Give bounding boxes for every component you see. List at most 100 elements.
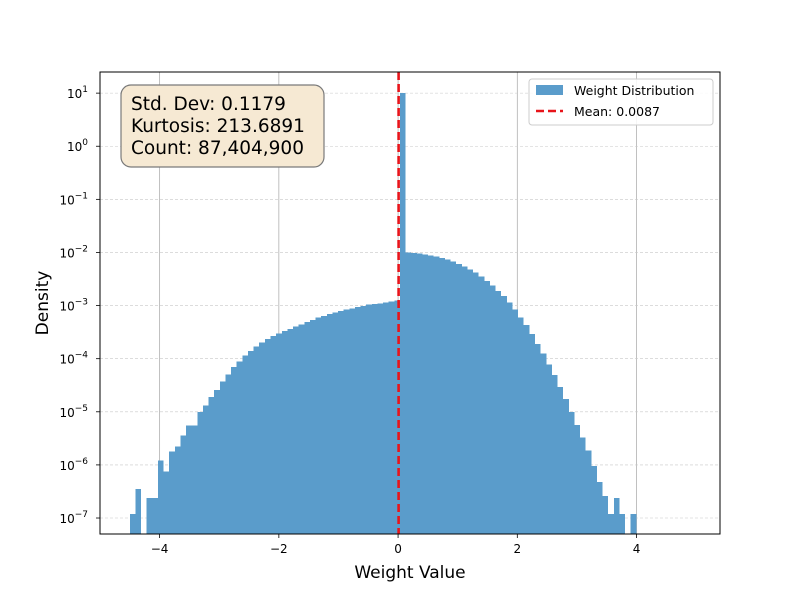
histogram-bar — [276, 333, 282, 534]
histogram-bar — [478, 276, 485, 534]
y-tick-exponent: −2 — [75, 244, 88, 254]
x-tick-label: 0 — [394, 542, 402, 556]
histogram-bar — [219, 381, 226, 534]
histogram-bar — [304, 322, 310, 534]
histogram-bar — [360, 305, 367, 534]
histogram-bar — [174, 446, 181, 534]
legend-label-weight-distribution: Weight Distribution — [574, 83, 694, 98]
ticks-layer: −4 −2 0 2 410−710−610−510−410−310−210−110010… — [59, 85, 640, 556]
y-tick-exponent: −6 — [75, 457, 89, 467]
histogram-bar — [343, 309, 350, 534]
histogram-bar — [551, 375, 558, 534]
histogram-bar — [568, 411, 575, 534]
stats-count: Count: 87,404,900 — [131, 138, 304, 159]
histogram-bar — [169, 451, 175, 534]
histogram-bar — [613, 497, 620, 534]
y-tick-label: 10−6 — [59, 457, 88, 473]
histogram-bar — [518, 317, 524, 534]
histogram-bar — [332, 312, 339, 534]
y-tick-label: 10−7 — [59, 510, 88, 526]
histogram-bar — [202, 405, 209, 534]
histogram-bar — [495, 290, 502, 534]
histogram-bar — [349, 308, 355, 534]
histogram-bar — [422, 254, 429, 535]
histogram-bar — [129, 513, 136, 534]
histogram-bar — [197, 411, 203, 534]
histogram-bar — [574, 425, 581, 534]
y-tick-base: 10 — [67, 140, 82, 154]
histogram-bar — [309, 319, 316, 534]
histogram-bar — [383, 302, 389, 534]
y-tick-base: 10 — [67, 87, 82, 101]
histogram-bar — [619, 513, 626, 534]
y-tick-base: 10 — [59, 353, 74, 367]
histogram-bar — [293, 326, 299, 534]
histogram-bar — [405, 252, 412, 535]
y-tick-base: 10 — [59, 512, 74, 526]
histogram-bar — [146, 497, 153, 534]
histogram-bar — [557, 387, 564, 534]
histogram-bar — [242, 355, 248, 534]
histogram-bar — [450, 261, 457, 534]
histogram-bar — [473, 272, 479, 534]
histogram-bar — [298, 324, 305, 534]
histogram-bar — [529, 334, 536, 534]
histogram-bar — [461, 266, 468, 534]
legend-frame — [528, 78, 714, 126]
y-tick-label: 10−5 — [59, 404, 88, 420]
y-tick-label: 100 — [67, 138, 88, 154]
histogram-bar — [253, 346, 260, 534]
histogram-bar — [371, 304, 378, 534]
y-tick-base: 10 — [59, 246, 74, 260]
histogram-bar — [563, 398, 569, 534]
histogram-bar — [439, 257, 445, 534]
histogram-bar — [214, 389, 220, 534]
y-tick-label: 10−4 — [59, 351, 88, 367]
histogram-bar — [366, 304, 372, 534]
histogram-bar — [456, 263, 462, 534]
histogram-bar — [264, 338, 271, 534]
y-tick-exponent: −1 — [75, 191, 88, 201]
histogram-bar — [540, 353, 547, 534]
y-tick-label: 10−1 — [59, 191, 88, 207]
histogram-bar — [247, 350, 254, 534]
y-tick-exponent: −7 — [75, 510, 88, 520]
y-tick-exponent: −3 — [75, 298, 88, 308]
histogram-bar — [416, 253, 423, 534]
histogram-bar — [489, 285, 496, 534]
histogram-bar — [180, 435, 187, 534]
histogram-bar — [546, 364, 552, 534]
histogram-bar — [157, 460, 164, 534]
histogram-bar — [281, 331, 288, 534]
histogram-bar — [602, 495, 609, 534]
histogram-bar — [580, 437, 586, 534]
histogram-bar — [608, 513, 614, 534]
histogram-bar — [506, 302, 513, 534]
stats-std-dev: Std. Dev: 0.1179 — [131, 94, 286, 115]
histogram-bar — [236, 361, 243, 534]
y-axis-label: Density — [33, 271, 53, 336]
legend-swatch-weight-distribution — [536, 85, 563, 95]
histogram-bar — [191, 425, 198, 534]
histogram-bar — [591, 466, 597, 534]
histogram-bar — [225, 374, 232, 534]
histogram-bar — [259, 342, 265, 534]
x-axis-label: Weight Value — [354, 563, 465, 583]
histogram-bar — [208, 396, 215, 534]
histogram-bar — [630, 513, 637, 534]
histogram-bar — [484, 281, 490, 534]
histogram-bar — [399, 93, 406, 534]
histogram-bar — [186, 425, 192, 534]
histogram-bar — [394, 300, 400, 534]
histogram-bar — [326, 314, 333, 534]
stats-box-background — [120, 84, 325, 168]
histogram-bar — [163, 471, 170, 534]
histogram-bar — [388, 301, 395, 534]
histogram-bar — [377, 303, 384, 534]
stats-box: Std. Dev: 0.1179 Kurtosis: 213.6891 Coun… — [120, 84, 325, 168]
y-tick-exponent: 0 — [82, 138, 88, 148]
histogram-bar — [501, 296, 507, 534]
stats-kurtosis: Kurtosis: 213.6891 — [131, 116, 305, 137]
